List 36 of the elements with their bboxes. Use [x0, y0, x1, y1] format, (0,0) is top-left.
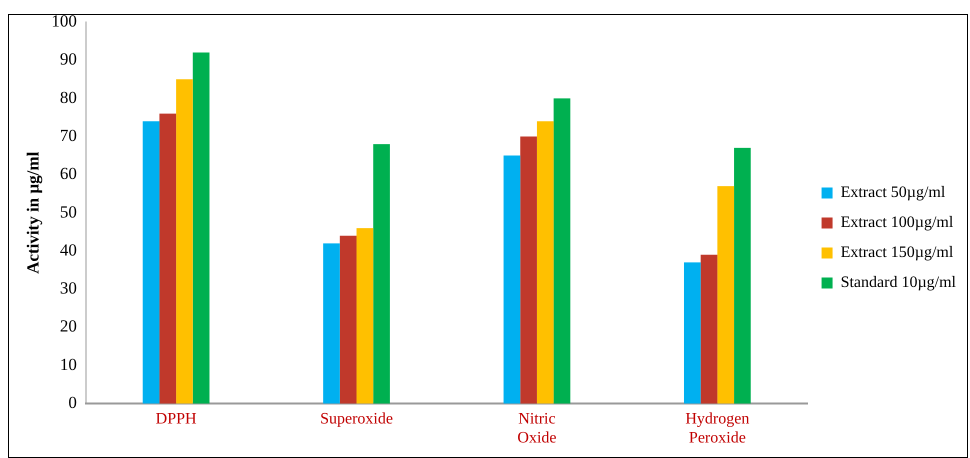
legend-label: Extract 150µg/ml: [840, 244, 954, 262]
bar: [142, 121, 160, 404]
x-tick-label: Nitric Oxide: [517, 410, 556, 447]
bar: [356, 228, 374, 404]
legend-label: Extract 50µg/ml: [840, 184, 946, 202]
y-tick-label: 90: [60, 50, 77, 69]
y-tick-label: 0: [68, 393, 77, 412]
legend-label: Standard 10µg/ml: [840, 274, 957, 292]
y-tick-label: 100: [51, 11, 77, 30]
bar: [192, 52, 210, 404]
x-tick-label: DPPH: [156, 410, 198, 428]
y-tick-label: 10: [60, 354, 77, 374]
y-tick-label: 40: [60, 240, 77, 260]
bar: [340, 236, 357, 404]
bar: [554, 98, 570, 404]
bar: [536, 121, 554, 404]
y-tick-label: 70: [60, 126, 77, 145]
y-tick-label: 20: [60, 316, 77, 336]
y-tick-label: 80: [60, 88, 77, 107]
bar: [176, 79, 193, 404]
bar: [700, 254, 718, 404]
bar: [323, 243, 340, 404]
bar: [159, 114, 176, 404]
bar: [520, 136, 537, 404]
y-tick-label: 60: [60, 164, 77, 184]
bar: [734, 148, 751, 404]
bar: [717, 186, 734, 404]
y-axis-title: Activity in µg/ml: [24, 151, 43, 274]
legend-label: Extract 100µg/ml: [840, 214, 954, 232]
x-tick-label: Hydrogen Peroxide: [685, 410, 750, 447]
bar: [504, 156, 520, 404]
bar: [373, 144, 390, 404]
bar: [684, 262, 701, 404]
y-tick-label: 50: [60, 202, 77, 222]
x-tick-label: Superoxide: [320, 410, 393, 428]
y-tick-label: 30: [60, 278, 77, 298]
